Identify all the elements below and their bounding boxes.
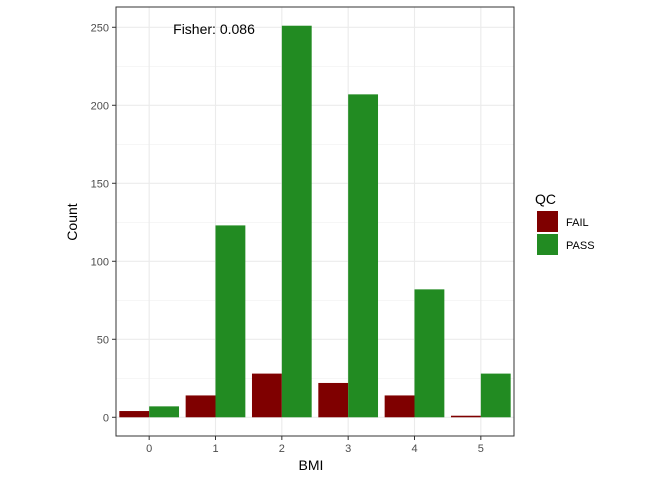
legend-label-fail: FAIL xyxy=(566,217,589,229)
legend: QC FAIL PASS xyxy=(535,191,595,255)
x-axis-ticks: 0 1 2 3 4 5 xyxy=(146,436,484,455)
legend-key-fail xyxy=(537,211,558,232)
y-axis-ticks: 0 50 100 150 200 250 xyxy=(91,22,116,424)
panel-background xyxy=(116,7,514,436)
x-tick-label: 5 xyxy=(478,443,484,455)
panel-border xyxy=(115,6,515,437)
y-tick-label: 200 xyxy=(91,100,109,112)
bar-fail-4 xyxy=(384,395,415,418)
y-tick-label: 250 xyxy=(91,22,109,34)
y-axis-title: Count xyxy=(64,203,80,240)
y-tick-label: 150 xyxy=(91,178,109,190)
bar-fail-2 xyxy=(251,373,282,418)
legend-title: QC xyxy=(535,191,556,207)
bar-pass-3 xyxy=(348,94,379,418)
plot-panel xyxy=(116,7,514,436)
y-tick-label: 50 xyxy=(97,334,109,346)
bar-pass-0 xyxy=(149,406,180,418)
x-axis-title: BMI xyxy=(299,457,324,473)
y-tick-label: 100 xyxy=(91,256,109,268)
bar-pass-4 xyxy=(414,289,445,418)
legend-label-pass: PASS xyxy=(566,240,595,252)
bar-pass-5 xyxy=(480,373,511,418)
x-tick-label: 1 xyxy=(212,443,218,455)
x-tick-label: 2 xyxy=(279,443,285,455)
x-tick-label: 3 xyxy=(345,443,351,455)
bar-pass-1 xyxy=(215,225,246,418)
bar-fail-0 xyxy=(119,411,150,418)
x-tick-label: 0 xyxy=(146,443,152,455)
bar-fail-5 xyxy=(450,415,481,418)
legend-key-pass xyxy=(537,234,558,255)
y-tick-label: 0 xyxy=(103,412,109,424)
bars xyxy=(115,6,515,437)
bar-pass-2 xyxy=(281,25,312,418)
bar-fail-1 xyxy=(185,395,216,418)
x-tick-label: 4 xyxy=(411,443,417,455)
fisher-annotation: Fisher: 0.086 xyxy=(173,21,255,37)
bar-fail-3 xyxy=(318,382,349,418)
